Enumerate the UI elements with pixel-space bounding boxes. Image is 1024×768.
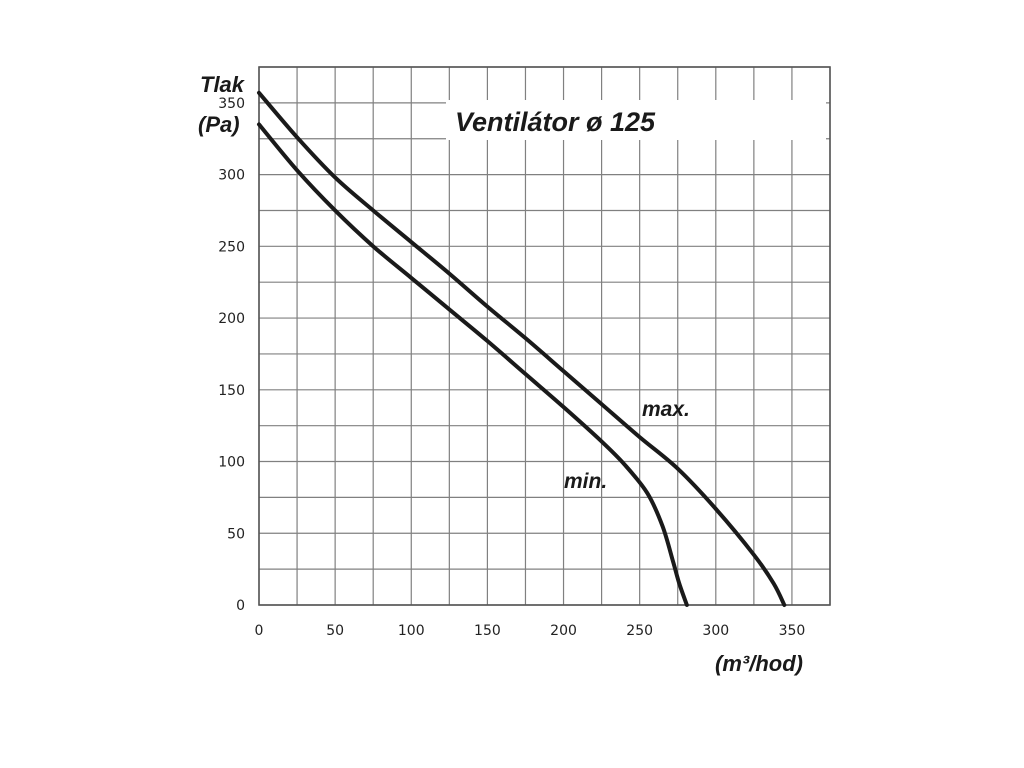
x-tick-label: 350 bbox=[779, 623, 806, 639]
y-tick-label: 250 bbox=[218, 239, 245, 255]
tick-labels: 0 50 100 150 200 250 300 350 0 50 100 150 200 250 300 3… bbox=[218, 96, 805, 639]
y-tick-label: 300 bbox=[218, 168, 245, 184]
x-tick-label: 300 bbox=[702, 623, 729, 639]
chart-title: Ventilátor ø 125 bbox=[455, 107, 656, 137]
label-max: max. bbox=[642, 398, 690, 421]
plot-frame bbox=[258, 66, 831, 606]
x-axis-label: (m³/hod) bbox=[715, 651, 803, 676]
series-line-max bbox=[257, 90, 787, 607]
y-tick-label: 0 bbox=[236, 598, 245, 614]
x-tick-label: 50 bbox=[326, 623, 344, 639]
y-tick-label: 350 bbox=[218, 96, 245, 112]
x-tick-label: 250 bbox=[626, 623, 653, 639]
x-tick-label: 0 bbox=[255, 623, 264, 639]
y-tick-label: 200 bbox=[218, 311, 245, 327]
y-tick-label: 150 bbox=[218, 383, 245, 399]
y-axis-label-line1: Tlak bbox=[200, 72, 246, 97]
series-line-min bbox=[257, 122, 689, 607]
grid bbox=[258, 66, 831, 606]
label-min: min. bbox=[564, 470, 607, 493]
x-tick-label: 100 bbox=[398, 623, 425, 639]
y-axis-label-line2: (Pa) bbox=[198, 112, 240, 137]
curves bbox=[257, 90, 787, 607]
x-tick-label: 150 bbox=[474, 623, 501, 639]
y-tick-label: 100 bbox=[218, 455, 245, 471]
y-tick-label: 50 bbox=[227, 526, 245, 542]
title-backdrop bbox=[446, 100, 826, 140]
x-tick-label: 200 bbox=[550, 623, 577, 639]
